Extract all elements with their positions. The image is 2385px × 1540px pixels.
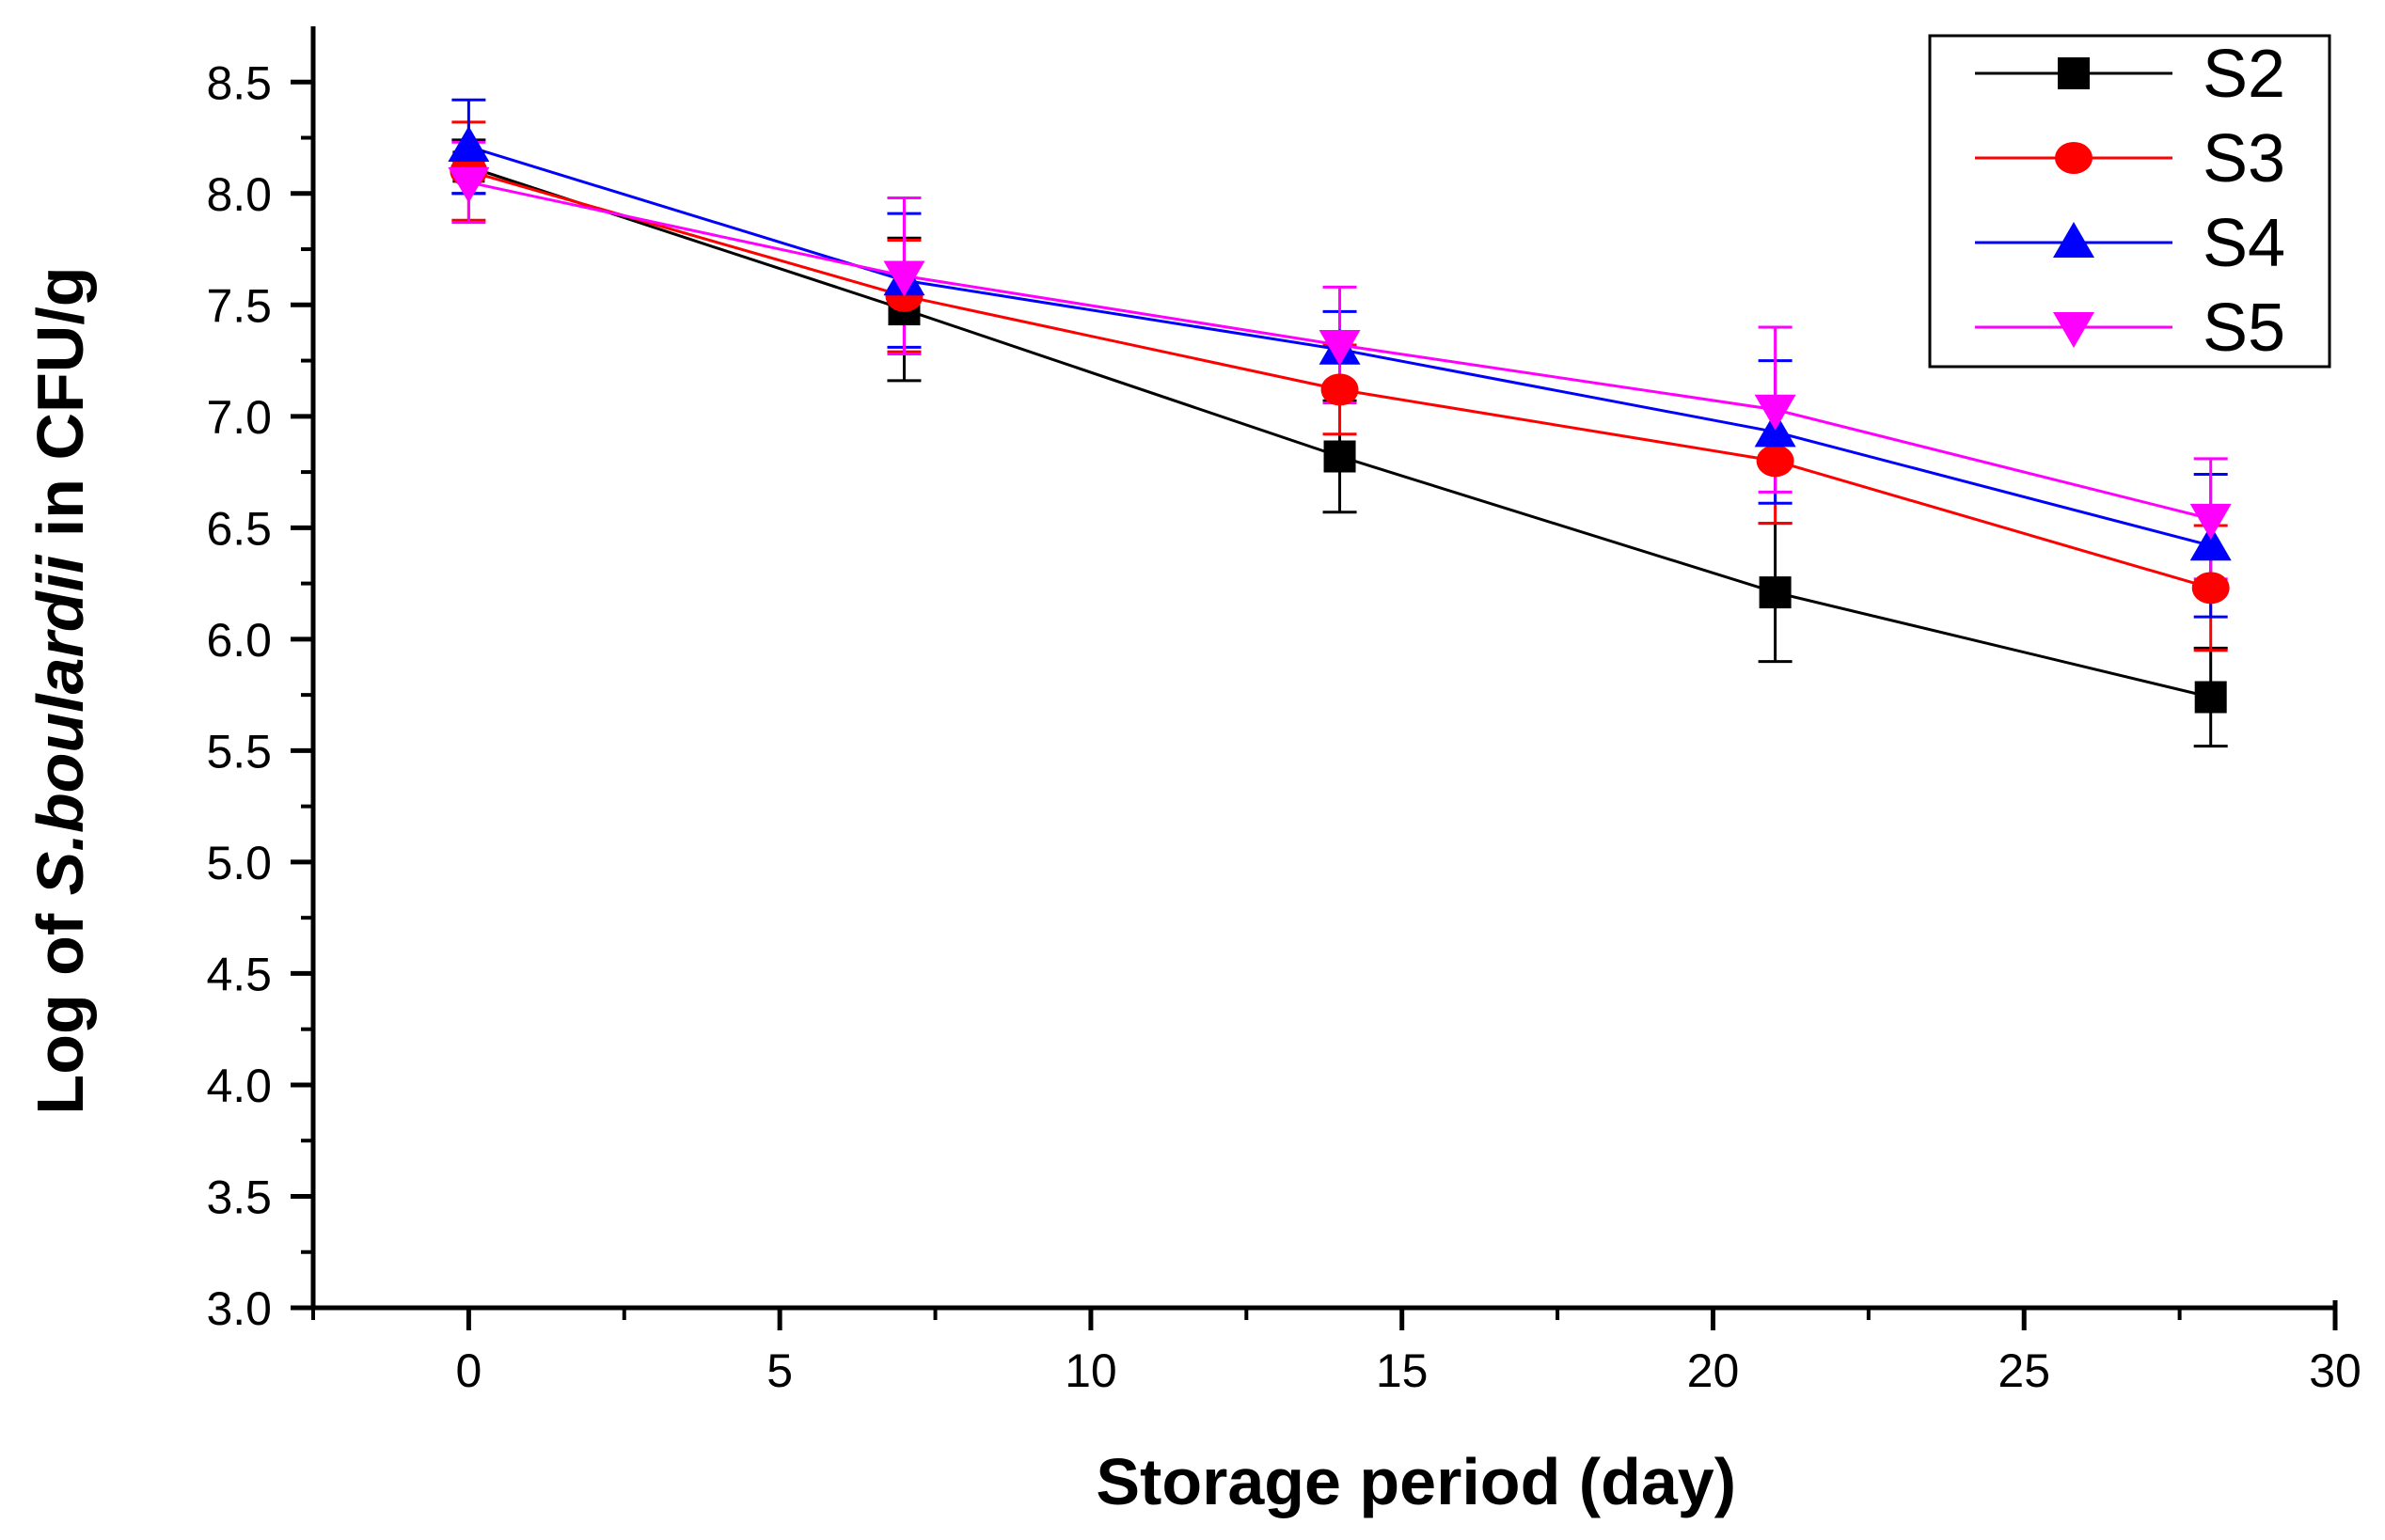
legend-label: S4 (2203, 206, 2285, 281)
data-point (1754, 394, 1796, 431)
data-series (448, 98, 2232, 748)
y-tick-label: 8.0 (206, 168, 272, 221)
data-point (1756, 445, 1794, 478)
legend-marker (2055, 142, 2093, 174)
y-tick-label: 4.0 (206, 1060, 272, 1112)
axes (310, 26, 2338, 1311)
markers-s5 (448, 166, 2232, 540)
data-point (448, 166, 490, 203)
x-tick-label: 15 (1376, 1344, 1429, 1397)
y-tick-label: 6.5 (206, 502, 272, 555)
legend-marker (2053, 312, 2094, 348)
data-point (1319, 329, 1361, 366)
data-point (2194, 681, 2227, 714)
y-axis-title-organism: S.boulardii (24, 554, 97, 895)
y-tick-label: 8.5 (206, 56, 272, 109)
legend-item-s4: S4 (1975, 206, 2285, 281)
x-tick-label: 25 (1998, 1344, 2050, 1397)
legend-label: S5 (2203, 291, 2285, 366)
legend-marker (2058, 57, 2090, 89)
x-tick-label: 0 (455, 1344, 482, 1397)
data-point (2189, 503, 2232, 540)
data-point (2191, 572, 2230, 605)
legend-item-s5: S5 (1975, 291, 2285, 366)
y-tick-label: 7.0 (206, 391, 272, 444)
data-point (1759, 576, 1792, 609)
y-axis-title-prefix: Log of (24, 895, 97, 1114)
x-tick-label: 10 (1065, 1344, 1117, 1397)
legend-marker (2053, 222, 2094, 258)
y-tick-label: 5.0 (206, 837, 272, 889)
y-tick-label: 7.5 (206, 279, 272, 332)
axis-ticks: 3.0 3.5 4.0 4.5 5.0 5.5 6.0 6.5 7.0 7.5 8.0 8.5 0 5 10… (206, 56, 2361, 1397)
y-tick-label: 5.5 (206, 725, 272, 778)
data-point (1323, 440, 1356, 473)
legend: S2 S3 S4 S5 (1928, 34, 2331, 369)
x-tick-label: 20 (1687, 1344, 1740, 1397)
x-tick-label: 5 (766, 1344, 793, 1397)
data-point (448, 126, 490, 163)
legend-label: S3 (2203, 121, 2285, 196)
data-point (883, 260, 925, 297)
x-axis-title: Storage period (day) (1096, 1445, 1736, 1518)
y-axis-title: Log of S.boulardii in CFU/g (24, 266, 97, 1114)
y-axis-title-suffix: in CFU/g (24, 266, 97, 555)
legend-item-s2: S2 (1975, 37, 2285, 112)
y-tick-label: 4.5 (206, 948, 272, 1000)
legend-item-s3: S3 (1975, 121, 2285, 196)
y-tick-label: 3.5 (206, 1171, 272, 1223)
legend-label: S2 (2203, 37, 2285, 112)
y-tick-label: 3.0 (206, 1282, 272, 1335)
x-tick-label: 30 (2309, 1344, 2361, 1397)
data-point (1320, 373, 1359, 406)
data-point (2189, 525, 2232, 561)
y-tick-label: 6.0 (206, 614, 272, 667)
legend-box (1928, 34, 2331, 369)
